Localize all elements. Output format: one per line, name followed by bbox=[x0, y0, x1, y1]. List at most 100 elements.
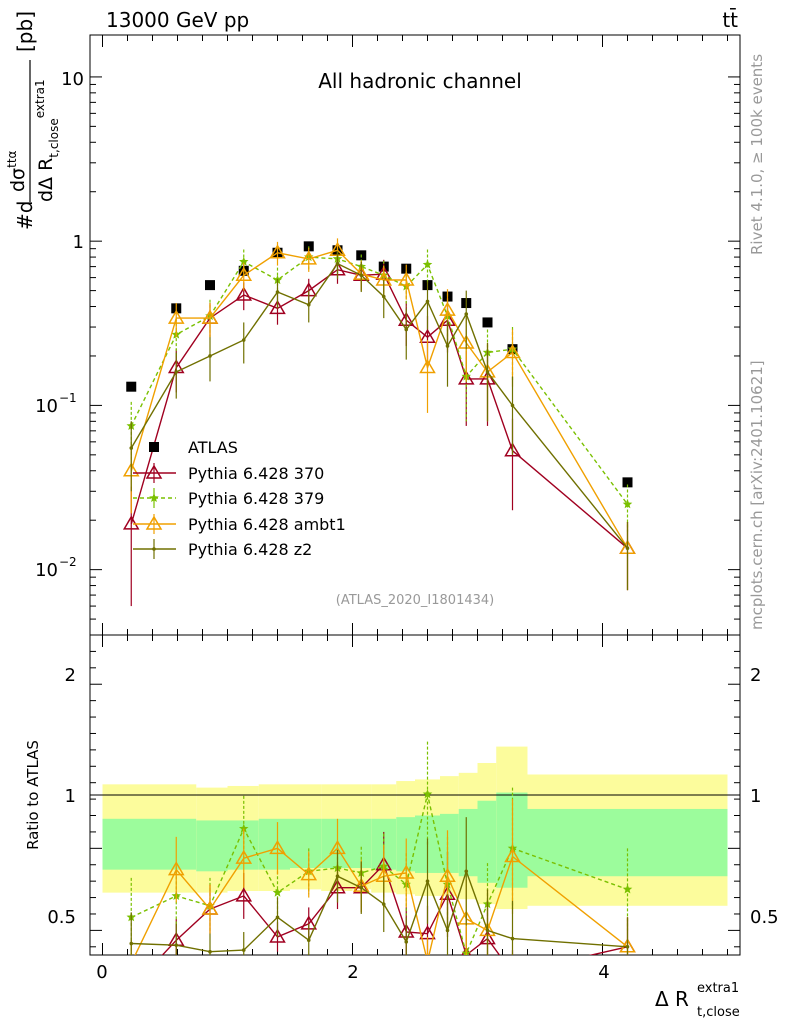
pythia-6-428-z2-point bbox=[306, 302, 311, 307]
pythia-6-428-370-ratio-point bbox=[269, 928, 286, 943]
channel-label: All hadronic channel bbox=[318, 69, 522, 93]
pythia-6-428-z2-point bbox=[625, 546, 630, 551]
pythia-6-428-ambt1-ratio-point bbox=[397, 864, 415, 879]
ratio-tick-label-2-right: 2 bbox=[750, 665, 761, 686]
pythia-6-428-z2-ratio-point bbox=[359, 885, 364, 890]
legend-marker-pythia-6-428-ambt1 bbox=[145, 515, 163, 530]
pythia-6-428-370-point bbox=[504, 442, 521, 457]
pythia-6-428-z2-point bbox=[381, 294, 386, 299]
pythia-6-428-z2-ratio-point bbox=[335, 874, 340, 879]
legend-label-370: Pythia 6.428 370 bbox=[188, 464, 324, 483]
pythia-6-428-z2-point bbox=[445, 344, 450, 348]
pythia-6-428-z2-point bbox=[129, 446, 134, 450]
legend-marker-atlas bbox=[149, 442, 159, 452]
pythia-6-428-z2-ratio-point bbox=[445, 928, 450, 933]
pythia-6-428-z2-line bbox=[130, 262, 629, 549]
pythia-6-428-370-ratio-line bbox=[161, 863, 628, 955]
pythia-6-428-z2-ratio-point bbox=[275, 915, 280, 920]
pythia-6-428-ambt1-ratio-point bbox=[201, 900, 219, 915]
ratio-tick-label-0.5-left: 0.5 bbox=[47, 907, 76, 928]
rivet-label: Rivet 4.1.0, ≥ 100k events bbox=[748, 54, 766, 255]
legend-markers bbox=[133, 442, 176, 559]
pythia-6-428-z2-ratio-line bbox=[131, 869, 628, 953]
ratio-band-green bbox=[102, 818, 153, 870]
pythia-6-428-ambt1-point bbox=[300, 250, 318, 265]
pythia-6-428-ambt1-point bbox=[167, 309, 185, 324]
pythia-6-428-370-point bbox=[122, 515, 140, 530]
pythia-6-428-z2-point bbox=[464, 312, 469, 316]
ratio-series-layer bbox=[126, 741, 636, 955]
y-tick-label-0.1: 10 −1 bbox=[35, 391, 77, 417]
ratio-band-green bbox=[396, 817, 415, 872]
ratio-band-green bbox=[458, 808, 478, 877]
pythia-6-428-379-ratio-point bbox=[622, 884, 633, 894]
pythia-6-428-z2-point bbox=[404, 327, 409, 332]
pythia-6-428-379-ratio-point bbox=[272, 887, 283, 897]
pythia-6-428-370-ratio-point bbox=[461, 946, 472, 955]
legend-label-z2: Pythia 6.428 z2 bbox=[188, 540, 312, 559]
pythia-6-428-ambt1-point bbox=[201, 309, 219, 324]
pythia-6-428-370-point bbox=[269, 299, 286, 315]
pythia-6-428-ambt1-ratio-point bbox=[235, 849, 253, 864]
x-axis-title-sup: extra1 bbox=[697, 981, 739, 996]
ratio-band-green bbox=[290, 818, 322, 869]
pythia-6-428-z2-point bbox=[208, 354, 212, 358]
pythia-6-428-379-line bbox=[130, 256, 629, 505]
x-tick-label-4: 4 bbox=[598, 962, 609, 983]
ratio-band-green bbox=[477, 800, 497, 883]
pythia-6-428-379-point bbox=[422, 259, 433, 269]
pythia-6-428-z2-point bbox=[359, 273, 364, 278]
pythia-6-428-z2-ratio-point bbox=[425, 879, 430, 883]
ratio-band-green bbox=[258, 818, 290, 870]
pythia-6-428-z2-ratio-point bbox=[306, 938, 311, 943]
y-tick-exp-0.1: −1 bbox=[59, 391, 77, 405]
process-label: tt̄ bbox=[722, 7, 738, 32]
pythia-6-428-ambt1-ratio-point bbox=[300, 866, 318, 881]
y-tick-label-1: 1 bbox=[73, 232, 84, 253]
pythia-6-428-z2-point bbox=[425, 299, 430, 304]
pythia-6-428-370-line bbox=[130, 268, 628, 549]
pythia-6-428-ambt1-ratio-point bbox=[439, 867, 456, 882]
y-tick-label-10: 10 bbox=[61, 69, 84, 90]
pythia-6-428-z2-ratio-point bbox=[241, 948, 246, 952]
pythia-6-428-z2-ratio-point bbox=[404, 940, 409, 944]
y-axis-title-text: #d bbox=[13, 201, 37, 230]
y-axis-title-prefix: #d bbox=[13, 201, 37, 230]
ratio-tick-label-0.5-right: 0.5 bbox=[750, 907, 779, 928]
pythia-6-428-z2-point bbox=[335, 261, 340, 266]
ratio-tick-label-1-left: 1 bbox=[65, 786, 76, 807]
pythia-6-428-z2-ratio-point bbox=[381, 902, 386, 906]
x-axis-title-main: Δ R bbox=[655, 987, 689, 1011]
ratio-band-green bbox=[440, 813, 459, 873]
legend-marker-pythia-6-428-z2 bbox=[152, 547, 156, 551]
pythia-6-428-379-ratio-point bbox=[239, 823, 249, 833]
x-tick-label-2: 2 bbox=[347, 962, 358, 983]
pythia-6-428-379-point bbox=[239, 256, 249, 266]
pythia-6-428-z2-ratio-point bbox=[485, 928, 490, 933]
ratio-tick-label-1-right: 1 bbox=[750, 786, 761, 807]
pythia-6-428-ambt1-line bbox=[130, 249, 629, 549]
ratio-band-green bbox=[196, 820, 228, 872]
ratio-band-green bbox=[152, 818, 197, 870]
main-series-layer bbox=[122, 238, 636, 607]
pythia-6-428-ambt1-point bbox=[269, 244, 286, 259]
x-axis-title-sub: t,close bbox=[697, 1005, 740, 1020]
pythia-6-428-379-ratio-point bbox=[422, 789, 433, 799]
energy-label: 13000 GeV pp bbox=[106, 8, 249, 32]
ratio-y-axis-title: Ratio to ATLAS bbox=[24, 740, 42, 850]
pythia-6-428-ambt1-ratio-point bbox=[167, 861, 185, 876]
pythia-6-428-370-point bbox=[457, 370, 475, 385]
y-tick-base-0.1: 10 bbox=[35, 396, 58, 417]
y-tick-exp-0.01: −2 bbox=[59, 555, 77, 569]
main-y-axis-title: #d dσttα dΔ Rt,closeextra1 [pb] bbox=[5, 11, 61, 230]
x-axis-title: Δ R extra1 t,close bbox=[655, 981, 740, 1020]
analysis-id: (ATLAS_2020_I1801434) bbox=[336, 593, 494, 608]
pythia-6-428-z2-ratio-point bbox=[174, 943, 179, 947]
atlas-data-point bbox=[482, 317, 493, 328]
pythia-6-428-z2-ratio-point bbox=[208, 949, 212, 954]
pythia-6-428-ambt1-point bbox=[397, 271, 415, 286]
pythia-6-428-z2-point bbox=[510, 403, 515, 408]
y-tick-base-0.01: 10 bbox=[35, 560, 58, 581]
x-tick-label-0: 0 bbox=[96, 962, 107, 983]
pythia-6-428-ambt1-point bbox=[419, 359, 436, 374]
